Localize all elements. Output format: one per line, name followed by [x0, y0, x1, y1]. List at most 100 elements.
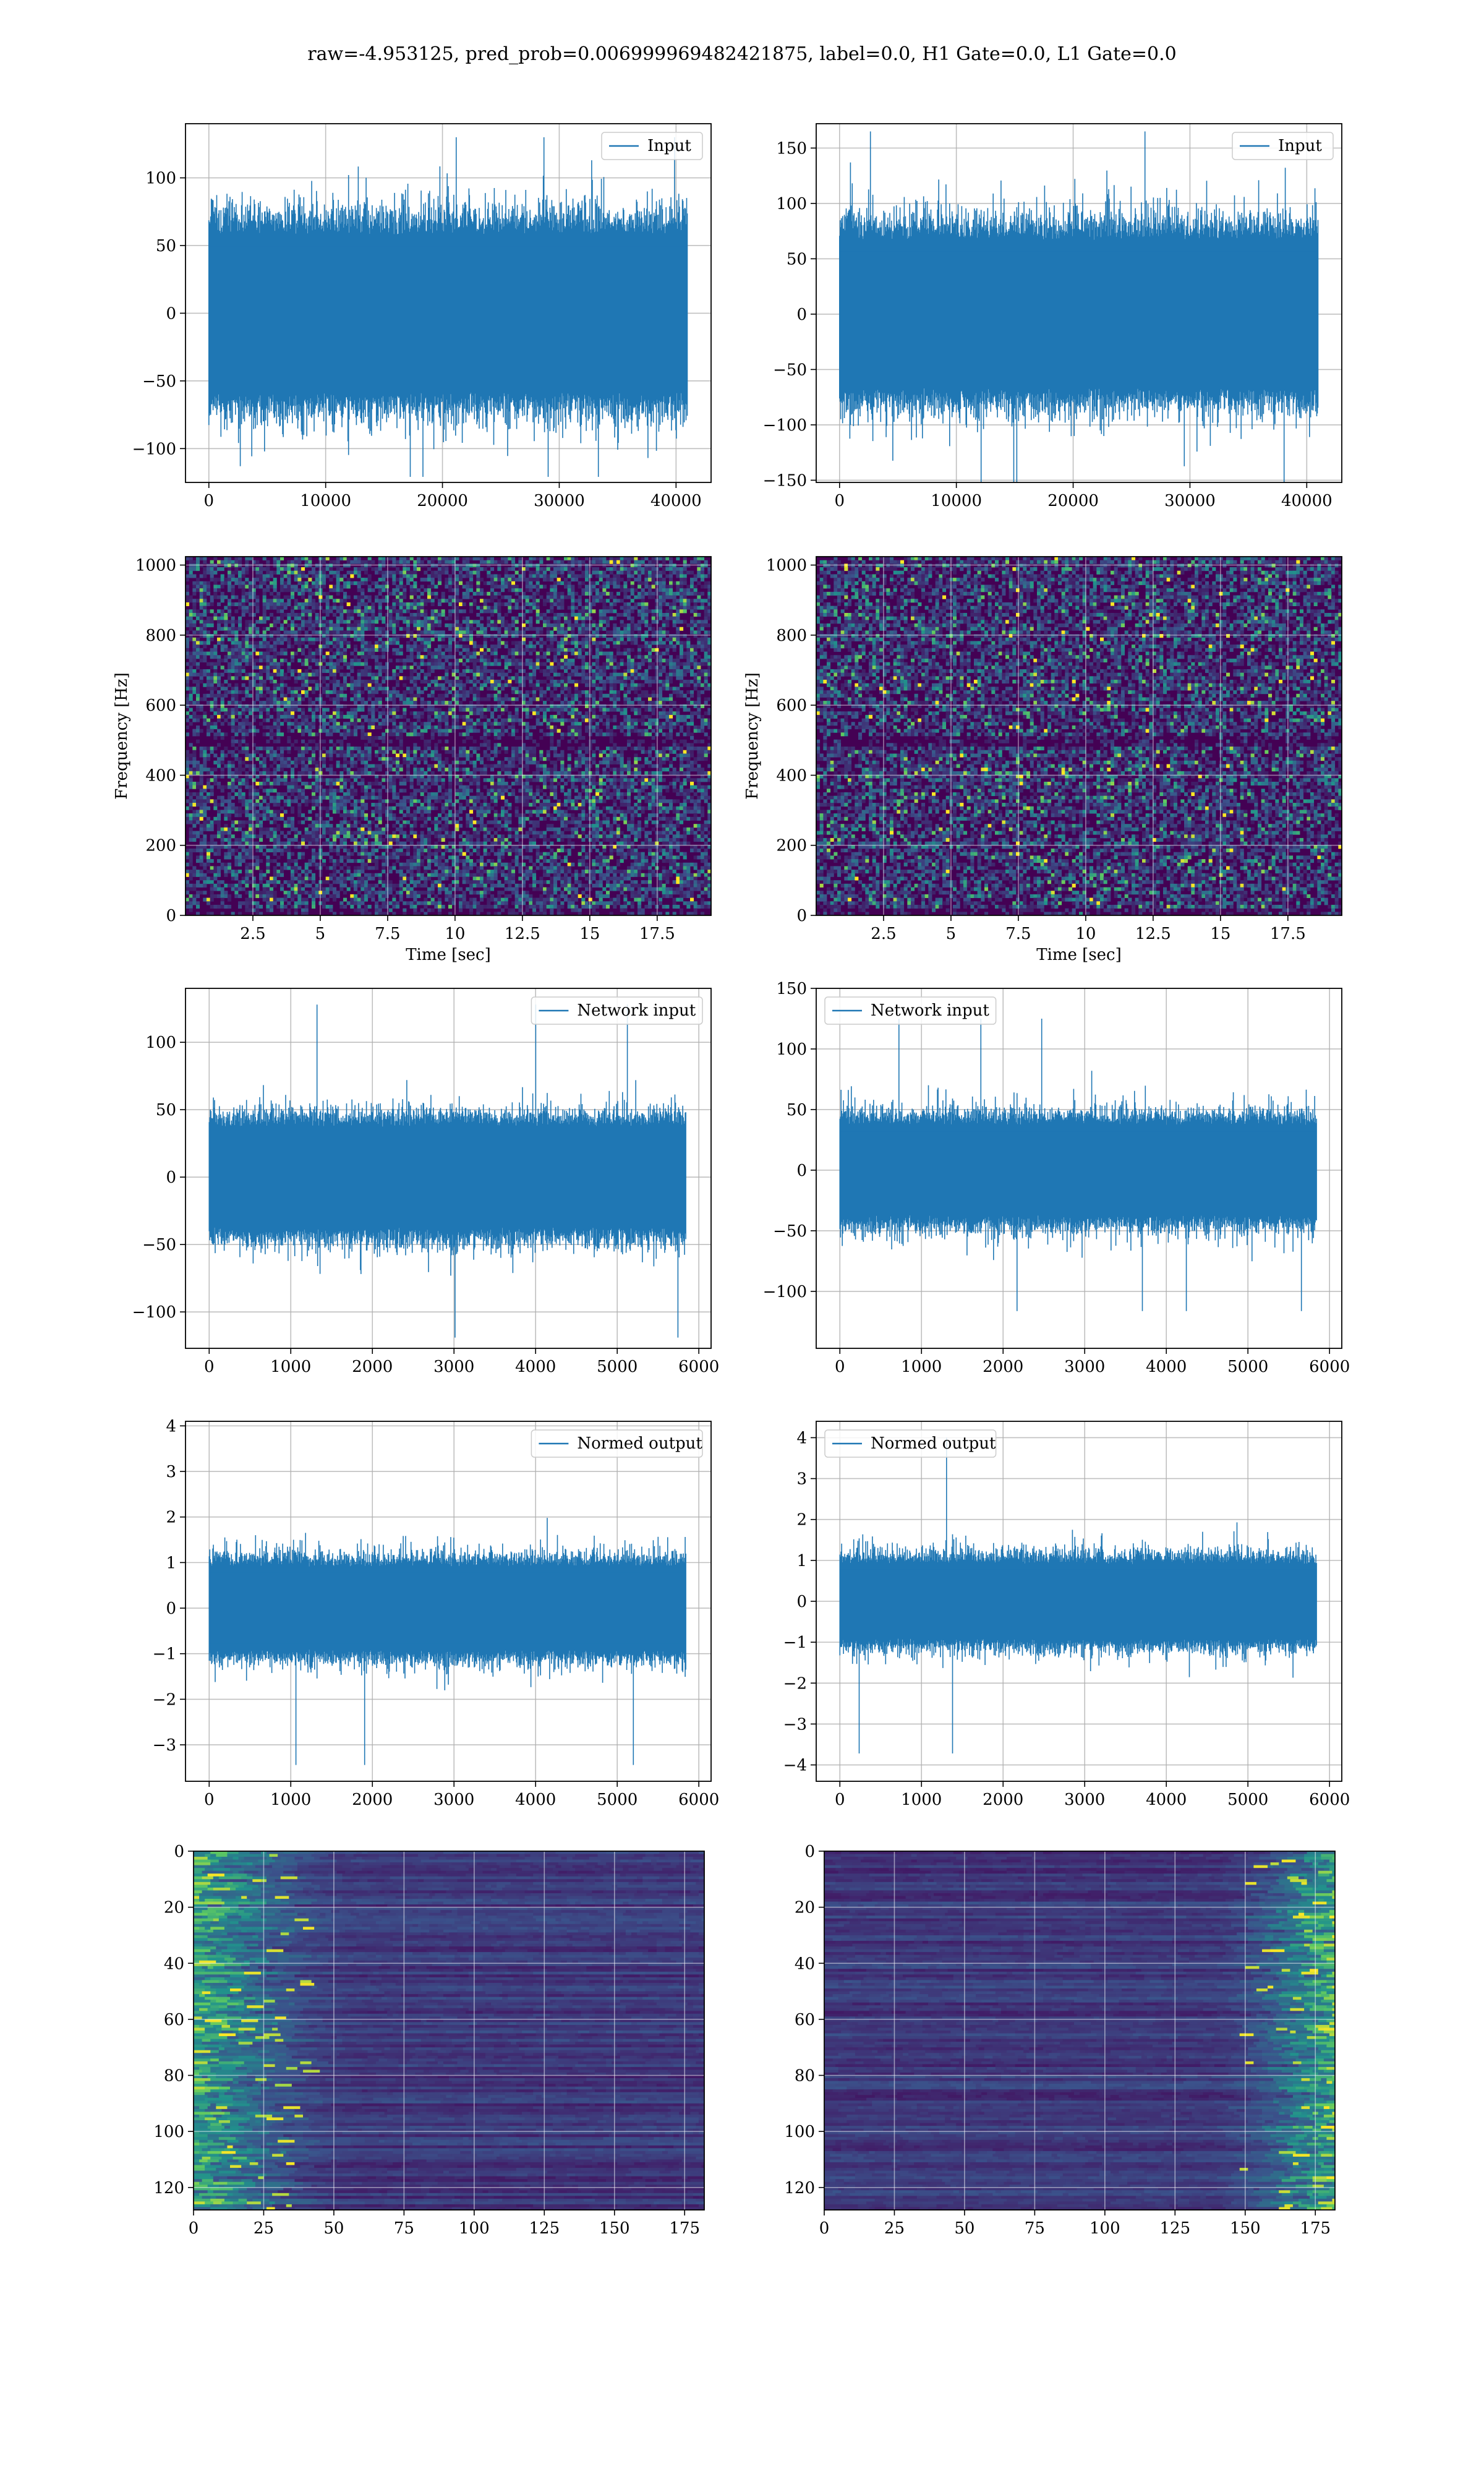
heatmap-cell [203, 641, 207, 645]
heatmap-cell [294, 669, 298, 674]
heatmap-cell [683, 574, 687, 578]
heatmap-cell [434, 714, 438, 719]
heatmap-cell [333, 711, 337, 716]
heatmap-cell [655, 655, 659, 659]
heatmap-cell [241, 584, 245, 589]
heatmap-cell [357, 680, 361, 684]
heatmap-cell [556, 708, 561, 712]
heatmap-cell [364, 567, 369, 571]
heatmap-cell [315, 591, 319, 596]
heatmap-cell [220, 641, 224, 645]
heatmap-cell [276, 711, 281, 716]
heatmap-cell [420, 714, 424, 719]
heatmap-cell [231, 693, 235, 698]
heatmap-cell [493, 669, 498, 674]
heatmap-cell [273, 637, 277, 641]
heatmap-cell [196, 718, 200, 722]
heatmap-cell [466, 725, 470, 730]
heatmap-cell [409, 616, 414, 620]
heatmap-cell [518, 567, 522, 571]
heatmap-cell [304, 623, 309, 628]
heatmap-cell [578, 641, 582, 645]
heatmap-cell [550, 574, 554, 578]
heatmap-cell [497, 669, 501, 674]
heatmap-cell [196, 683, 200, 687]
heatmap-cell [367, 609, 372, 614]
heatmap-cell [585, 634, 589, 638]
heatmap-cell [466, 581, 470, 585]
heatmap-cell [701, 714, 705, 719]
heatmap-cell [283, 672, 288, 677]
heatmap-cell [581, 630, 586, 635]
heatmap-cell [325, 637, 330, 641]
heatmap-cell [378, 637, 382, 641]
heatmap-cell [462, 584, 466, 589]
heatmap-cell [651, 609, 655, 614]
heatmap-cell [315, 612, 319, 617]
heatmap-cell [294, 560, 298, 564]
heatmap-cell [224, 581, 228, 585]
heatmap-cell [273, 560, 277, 564]
heatmap-cell [634, 718, 638, 722]
heatmap-cell [336, 704, 340, 708]
heatmap-cell [192, 662, 197, 666]
heatmap-cell [693, 658, 697, 662]
heatmap-cell [336, 567, 340, 571]
heatmap-cell [648, 708, 652, 712]
heatmap-cell [220, 644, 224, 649]
heatmap-cell [525, 672, 529, 677]
heatmap-cell [476, 584, 480, 589]
heatmap-cell [350, 634, 354, 638]
heatmap-cell [297, 701, 302, 705]
heatmap-cell [294, 612, 298, 617]
heatmap-cell [315, 637, 319, 641]
heatmap-cell [707, 669, 711, 674]
heatmap-cell [455, 718, 459, 722]
heatmap-cell [417, 563, 421, 568]
heatmap-cell [648, 680, 652, 684]
heatmap-cell [466, 595, 470, 599]
heatmap-cell [571, 560, 575, 564]
heatmap-cell [406, 725, 411, 730]
heatmap-cell [430, 560, 435, 564]
heatmap-cell [665, 697, 670, 701]
heatmap-cell [333, 669, 337, 674]
heatmap-cell [578, 690, 582, 695]
heatmap-cell [564, 662, 568, 666]
heatmap-cell [480, 672, 484, 677]
heatmap-cell [220, 599, 224, 603]
heatmap-cell [343, 662, 348, 666]
heatmap-cell [322, 578, 326, 582]
heatmap-cell [339, 690, 344, 695]
heatmap-cell [686, 658, 691, 662]
heatmap-cell [210, 729, 214, 733]
heatmap-cell [543, 623, 547, 628]
heatmap-cell [427, 595, 432, 599]
heatmap-cell [574, 574, 579, 578]
heatmap-cell [301, 616, 305, 620]
heatmap-cell [336, 711, 340, 716]
heatmap-cell [270, 672, 274, 677]
heatmap-cell [220, 658, 224, 662]
heatmap-cell [574, 578, 579, 582]
heatmap-cell [518, 560, 522, 564]
heatmap-cell [199, 630, 203, 635]
heatmap-cell [627, 570, 631, 575]
heatmap-cell [322, 634, 326, 638]
heatmap-cell [304, 714, 309, 719]
heatmap-cell [697, 701, 701, 705]
heatmap-cell [686, 588, 691, 593]
heatmap-cell [634, 563, 638, 568]
heatmap-cell [203, 609, 207, 614]
heatmap-cell [378, 641, 382, 645]
heatmap-cell [662, 602, 666, 607]
heatmap-cell [196, 672, 200, 677]
heatmap-cell [280, 687, 284, 691]
heatmap-cell [199, 651, 203, 656]
heatmap-cell [308, 648, 312, 652]
x-tick-label: 0 [204, 492, 215, 510]
heatmap-cell [297, 574, 302, 578]
heatmap-cell [249, 658, 253, 662]
heatmap-cell [550, 588, 554, 593]
heatmap-cell [409, 704, 414, 708]
